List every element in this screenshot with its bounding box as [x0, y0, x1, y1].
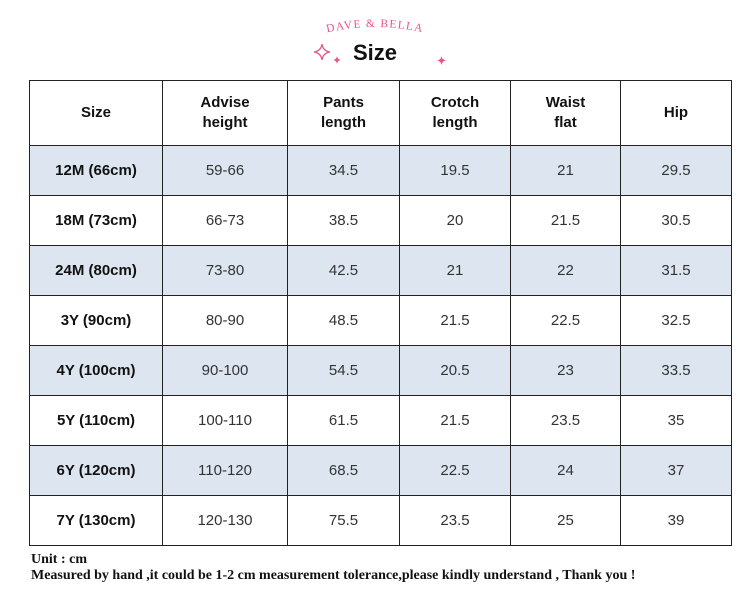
table-cell-advise-height: 110-120: [162, 445, 288, 496]
table-cell-advise-height: 100-110: [162, 395, 288, 446]
page-title: Size: [352, 40, 398, 65]
table-row: 5Y (110cm) 100-110 61.5 21.5 23.5 35: [29, 395, 732, 446]
column-header: Hip: [620, 80, 732, 146]
table-cell-waist-flat: 21: [510, 145, 621, 196]
table-cell-crotch-length: 20: [399, 195, 511, 246]
table-cell-advise-height: 90-100: [162, 345, 288, 396]
table-cell-hip: 31.5: [620, 245, 732, 296]
table-cell-hip: 35: [620, 395, 732, 446]
size-cell: 12M (66cm): [29, 145, 163, 196]
size-cell: 18M (73cm): [29, 195, 163, 246]
brand-logo: DAVE & BELLA: [0, 14, 750, 38]
table-cell-waist-flat: 21.5: [510, 195, 621, 246]
table-cell-hip: 39: [620, 495, 732, 546]
table-cell-crotch-length: 21.5: [399, 295, 511, 346]
table-cell-pants-length: 61.5: [287, 395, 400, 446]
size-cell: 6Y (120cm): [29, 445, 163, 496]
column-header: Pants length: [287, 80, 400, 146]
table-cell-advise-height: 80-90: [162, 295, 288, 346]
table-row: 24M (80cm) 73-80 42.5 21 22 31.5: [29, 245, 732, 296]
footer: Unit : cm Measured by hand ,it could be …: [31, 552, 750, 584]
table-cell-crotch-length: 21.5: [399, 395, 511, 446]
table-row: 7Y (130cm) 120-130 75.5 23.5 25 39: [29, 495, 732, 546]
table-cell-advise-height: 66-73: [162, 195, 288, 246]
svg-text:DAVE & BELLA: DAVE & BELLA: [325, 18, 424, 35]
table-cell-waist-flat: 23.5: [510, 395, 621, 446]
table-cell-crotch-length: 22.5: [399, 445, 511, 496]
table-cell-waist-flat: 24: [510, 445, 621, 496]
table-cell-hip: 30.5: [620, 195, 732, 246]
table-cell-crotch-length: 20.5: [399, 345, 511, 396]
table-cell-crotch-length: 19.5: [399, 145, 511, 196]
table-cell-advise-height: 73-80: [162, 245, 288, 296]
table-cell-pants-length: 48.5: [287, 295, 400, 346]
table-cell-hip: 32.5: [620, 295, 732, 346]
table-row: 12M (66cm) 59-66 34.5 19.5 21 29.5: [29, 145, 732, 196]
table-cell-hip: 33.5: [620, 345, 732, 396]
table-row: 3Y (90cm) 80-90 48.5 21.5 22.5 32.5: [29, 295, 732, 346]
size-cell: 4Y (100cm): [29, 345, 163, 396]
table-cell-crotch-length: 21: [399, 245, 511, 296]
table-cell-crotch-length: 23.5: [399, 495, 511, 546]
column-header: Advise height: [162, 80, 288, 146]
table-cell-waist-flat: 22.5: [510, 295, 621, 346]
size-cell: 7Y (130cm): [29, 495, 163, 546]
table-cell-pants-length: 38.5: [287, 195, 400, 246]
table-cell-waist-flat: 23: [510, 345, 621, 396]
column-header: Crotch length: [399, 80, 511, 146]
unit-label: Unit : cm: [31, 552, 87, 567]
table-cell-hip: 29.5: [620, 145, 732, 196]
sparkle-icon: [333, 56, 341, 64]
table-cell-pants-length: 34.5: [287, 145, 400, 196]
table-cell-waist-flat: 22: [510, 245, 621, 296]
size-cell: 5Y (110cm): [29, 395, 163, 446]
table-cell-advise-height: 120-130: [162, 495, 288, 546]
page-header: DAVE & BELLA Size: [0, 0, 750, 80]
table-cell-hip: 37: [620, 445, 732, 496]
table-cell-advise-height: 59-66: [162, 145, 288, 196]
table-header-row: Size Advise height Pants length Crotch length W…: [29, 80, 732, 146]
table-row: 18M (73cm) 66-73 38.5 20 21.5 30.5: [29, 195, 732, 246]
size-cell: 24M (80cm): [29, 245, 163, 296]
table-cell-pants-length: 54.5: [287, 345, 400, 396]
table-cell-pants-length: 42.5: [287, 245, 400, 296]
table-row: 6Y (120cm) 110-120 68.5 22.5 24 37: [29, 445, 732, 496]
column-header: Size: [29, 80, 163, 146]
size-table: Size Advise height Pants length Crotch length W…: [29, 80, 732, 546]
measurement-note: Measured by hand ,it could be 1-2 cm mea…: [31, 568, 636, 583]
table-cell-pants-length: 68.5: [287, 445, 400, 496]
table-cell-pants-length: 75.5: [287, 495, 400, 546]
sparkle-icon: [314, 44, 330, 60]
sparkle-icon: [437, 56, 446, 65]
size-cell: 3Y (90cm): [29, 295, 163, 346]
table-cell-waist-flat: 25: [510, 495, 621, 546]
table-row: 4Y (100cm) 90-100 54.5 20.5 23 33.5: [29, 345, 732, 396]
column-header: Waist flat: [510, 80, 621, 146]
